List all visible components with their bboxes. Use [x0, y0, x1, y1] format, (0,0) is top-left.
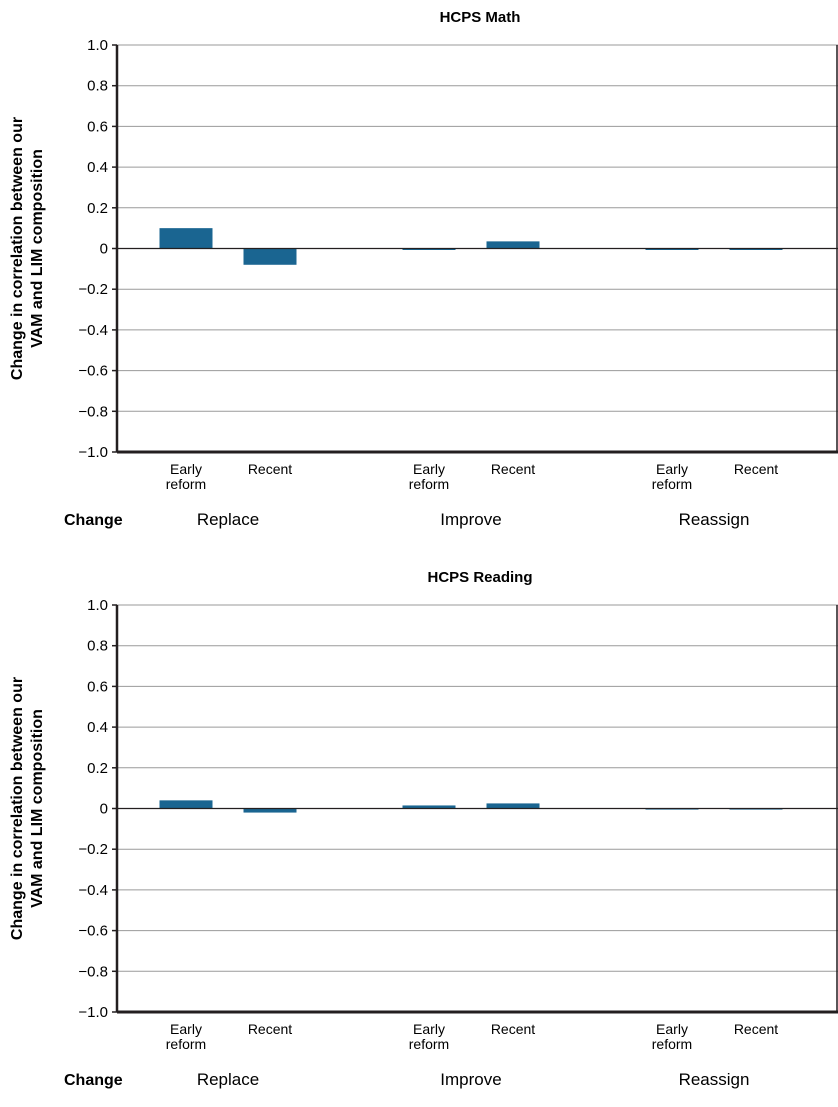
x-category-label-line: reform [166, 1036, 206, 1052]
x-category-label-line: reform [652, 476, 692, 492]
y-axis-label: Change in correlation between our VAM and… [9, 117, 46, 380]
x-category-label-line: Early [170, 461, 202, 477]
y-tick-label: −0.4 [78, 322, 108, 339]
x-category-label-line: Early [656, 1021, 688, 1037]
chart-title: HCPS Math [440, 9, 521, 26]
x-category-label: Recent [248, 1021, 292, 1037]
x-category-label-line: Recent [491, 461, 535, 477]
x-category-label: Recent [734, 461, 778, 477]
bar-reassign-early-reform [645, 248, 699, 250]
x-category-label: Early reform [652, 1021, 692, 1052]
x-category-label-line: Recent [491, 1021, 535, 1037]
x-group-label: Improve [440, 510, 501, 529]
bar-improve-recent [486, 803, 540, 809]
x-category-label: Early reform [409, 461, 449, 492]
x-category-label-line: reform [409, 476, 449, 492]
y-tick-label: 0.2 [87, 760, 108, 777]
x-category-label-line: Recent [248, 1021, 292, 1037]
y-tick-label: −0.6 [78, 363, 108, 380]
chart-title: HCPS Reading [427, 569, 532, 586]
bar-improve-early-reform [402, 805, 456, 809]
x-header-label: Change [64, 1072, 123, 1089]
x-category-label-line: reform [652, 1036, 692, 1052]
y-tick-label: −0.2 [78, 281, 108, 298]
x-category-label-line: Recent [248, 461, 292, 477]
x-category-label: Early reform [166, 1021, 206, 1052]
x-group-label: Replace [197, 510, 259, 529]
x-category-label-line: reform [166, 476, 206, 492]
y-tick-label: 0 [100, 241, 108, 258]
x-category-label: Early reform [409, 1021, 449, 1052]
chart-panel-math: HCPS Math 1.0 0.8 0.6 0.4 0.2 0 −0.2 −0.4 −0.6 −0.… [0, 0, 838, 547]
x-group-label: Replace [197, 1070, 259, 1089]
y-tick-label: 0.6 [87, 678, 108, 695]
y-tick-label: 1.0 [87, 597, 108, 614]
x-category-label-line: Early [413, 1021, 445, 1037]
x-category-label-line: Early [170, 1021, 202, 1037]
y-tick-label: 0 [100, 801, 108, 818]
bar-reassign-recent [729, 248, 783, 250]
x-category-label-line: reform [409, 1036, 449, 1052]
x-group-label: Improve [440, 1070, 501, 1089]
y-tick-label: 0.2 [87, 200, 108, 217]
y-axis-label: Change in correlation between our VAM and… [9, 677, 46, 940]
y-tick-label: 0.6 [87, 118, 108, 135]
x-header-label: Change [64, 512, 123, 529]
bar-replace-early-reform [159, 800, 213, 809]
y-axis-label-line: Change in correlation between our [9, 117, 26, 380]
y-tick-label: 0.8 [87, 78, 108, 95]
y-tick-label: 0.8 [87, 638, 108, 655]
y-axis-label-line: Change in correlation between our [9, 677, 26, 940]
x-category-label: Early reform [166, 461, 206, 492]
x-category-label: Recent [491, 461, 535, 477]
y-axis-label-line: VAM and LIM composition [29, 149, 46, 348]
bar-replace-recent [243, 248, 297, 265]
y-tick-label: −1.0 [78, 444, 108, 461]
chart-panel-reading: HCPS Reading 1.0 0.8 0.6 0.4 0.2 0 −0.2 −0.4 −0.6… [0, 560, 838, 1107]
bar-replace-early-reform [159, 228, 213, 249]
bar-improve-recent [486, 241, 540, 249]
y-tick-label: −0.2 [78, 841, 108, 858]
bar-chart-reading: HCPS Reading 1.0 0.8 0.6 0.4 0.2 0 −0.2 −0.4 −0.6… [9, 569, 838, 1089]
x-category-label: Early reform [652, 461, 692, 492]
y-tick-label: −0.4 [78, 882, 108, 899]
bar-improve-early-reform [402, 248, 456, 250]
y-tick-label: 0.4 [87, 159, 108, 176]
x-category-label: Recent [734, 1021, 778, 1037]
x-category-label: Recent [491, 1021, 535, 1037]
y-tick-label: −0.6 [78, 923, 108, 940]
y-tick-label: 1.0 [87, 37, 108, 54]
x-category-label-line: Early [413, 461, 445, 477]
x-group-label: Reassign [679, 510, 750, 529]
bar-replace-recent [243, 808, 297, 813]
y-axis-label-line: VAM and LIM composition [29, 709, 46, 908]
x-category-label-line: Early [656, 461, 688, 477]
y-tick-label: −0.8 [78, 403, 108, 420]
y-tick-label: −0.8 [78, 963, 108, 980]
x-category-label-line: Recent [734, 461, 778, 477]
y-tick-label: −1.0 [78, 1004, 108, 1021]
x-category-label-line: Recent [734, 1021, 778, 1037]
y-tick-label: 0.4 [87, 719, 108, 736]
x-group-label: Reassign [679, 1070, 750, 1089]
x-category-label: Recent [248, 461, 292, 477]
bar-chart-math: HCPS Math 1.0 0.8 0.6 0.4 0.2 0 −0.2 −0.4 −0.6 −0.… [9, 9, 838, 529]
